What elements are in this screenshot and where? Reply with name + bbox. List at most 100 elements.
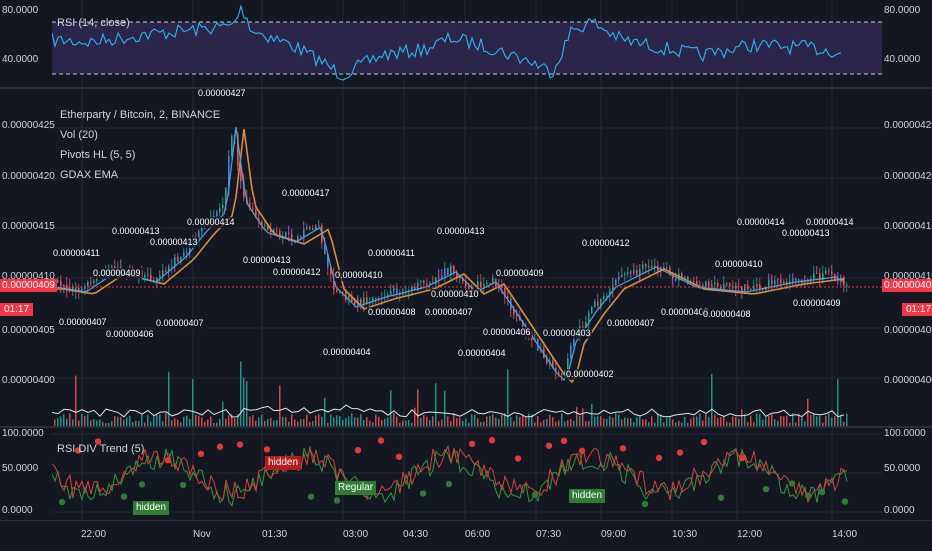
candle-body: [720, 286, 722, 289]
pivots-legend[interactable]: Pivots HL (5, 5): [60, 149, 136, 161]
pivot-label: 0.00000407: [58, 317, 108, 328]
volume-bar: [684, 416, 686, 426]
volume-bar: [819, 415, 821, 426]
pivot-label: 0.00000411: [367, 248, 416, 259]
volume-bar: [498, 418, 500, 426]
volume-bar: [726, 421, 728, 426]
volume-bar: [246, 381, 248, 426]
pivot-label: 0.00000408: [660, 307, 710, 318]
candle-body: [150, 274, 152, 280]
volume-bar: [204, 421, 206, 426]
rsi-div-title[interactable]: RSI DIV Trend (5): [57, 443, 145, 455]
left-price-axis[interactable]: 80.0000 40.0000 0.00000425 0.00000420 0.…: [0, 0, 57, 520]
candle-body: [636, 269, 638, 275]
volume-bar: [330, 414, 332, 426]
candle-body: [330, 267, 332, 275]
volume-bar: [99, 419, 101, 426]
pivot-label: 0.00000410: [334, 270, 384, 281]
volume-bar: [507, 369, 509, 426]
symbol-legend[interactable]: Etherparty / Bitcoin, 2, BINANCE: [60, 109, 221, 121]
candle-body: [141, 270, 143, 278]
candle-body: [663, 267, 665, 269]
volume-bar: [396, 416, 398, 426]
candle-body: [741, 286, 743, 291]
candle-body: [645, 264, 647, 268]
volume-bar: [750, 415, 752, 426]
candle-body: [63, 284, 65, 286]
candle-body: [642, 264, 644, 269]
volume-bar: [645, 419, 647, 426]
bullish-marker: [717, 494, 725, 501]
rsi-div-pane[interactable]: RSI DIV Trend (5) hidden Regular hidden …: [52, 428, 882, 520]
volume-bar: [165, 413, 167, 426]
candle-body: [342, 291, 344, 294]
candle-body: [585, 322, 587, 328]
candle-body: [762, 289, 764, 291]
bearish-marker: [700, 438, 708, 446]
rsi-div-chart: [52, 428, 882, 520]
volume-bar: [387, 417, 389, 426]
candle-body: [300, 236, 302, 238]
candle-body: [315, 226, 317, 231]
volume-legend[interactable]: Vol (20): [60, 129, 98, 141]
volume-bar: [795, 422, 797, 426]
volume-bar: [708, 416, 710, 426]
volume-bar: [351, 413, 353, 426]
candle-body: [354, 301, 356, 305]
volume-bar: [54, 419, 56, 426]
candle-body: [555, 367, 557, 373]
pivot-label: 0.00000412: [581, 238, 631, 249]
volume-bar: [618, 414, 620, 426]
grid-line: [737, 89, 882, 426]
volume-bar: [363, 419, 365, 426]
time-label: 01:30: [262, 529, 288, 540]
candle-body: [507, 296, 509, 299]
volume-bar: [732, 416, 734, 426]
right-price-axis[interactable]: 80.0000 40.0000 0.00000425 0.00000420 0.…: [882, 0, 932, 520]
candle-body: [312, 228, 314, 231]
volume-bar: [81, 413, 83, 426]
volume-bar: [696, 416, 698, 426]
axis-tick: 100.0000: [884, 428, 926, 439]
volume-bar: [114, 416, 116, 426]
volume-bar: [171, 420, 173, 426]
bearish-marker: [395, 453, 403, 461]
volume-bar: [288, 421, 290, 426]
bullish-marker: [307, 493, 315, 500]
candle-body: [303, 229, 305, 237]
volume-bar: [309, 421, 311, 426]
volume-bar: [723, 416, 725, 426]
price-pane[interactable]: Etherparty / Bitcoin, 2, BINANCE Vol (20…: [52, 89, 882, 426]
bearish-marker: [354, 446, 362, 454]
volume-bar: [312, 421, 314, 426]
candle-body: [411, 286, 413, 292]
volume-bar: [459, 417, 461, 426]
axis-tick: 0.00000410: [2, 271, 55, 282]
bullish-marker: [445, 480, 453, 488]
volume-bar: [201, 417, 203, 426]
candle-body: [651, 266, 653, 268]
pivot-label: 0.00000408: [367, 307, 417, 318]
candle-body: [744, 284, 746, 291]
volume-bar: [258, 417, 260, 426]
ema-legend[interactable]: GDAX EMA: [60, 169, 119, 181]
candle-body: [597, 301, 599, 306]
time-axis[interactable]: 22:00 Nov 01:30 03:00 04:30 06:00 07:30 …: [0, 520, 932, 551]
axis-tick: 80.0000: [2, 5, 39, 16]
pane-separator[interactable]: [0, 87, 932, 89]
pivot-label: 0.00000414: [736, 217, 786, 228]
volume-bar: [291, 414, 293, 426]
volume-bar: [315, 415, 317, 426]
volume-bar: [828, 413, 830, 426]
rsi-title: RSI (14, close): [57, 17, 130, 29]
volume-bar: [690, 418, 692, 426]
bullish-marker: [762, 485, 770, 493]
pane-separator[interactable]: [0, 426, 932, 428]
volume-bar: [369, 420, 371, 426]
candle-body: [603, 296, 605, 299]
candle-body: [705, 281, 707, 288]
rsi-pane[interactable]: RSI (14, close): [52, 0, 882, 87]
bearish-marker: [488, 437, 496, 444]
volume-bar: [573, 420, 575, 426]
volume-bar: [372, 422, 374, 426]
